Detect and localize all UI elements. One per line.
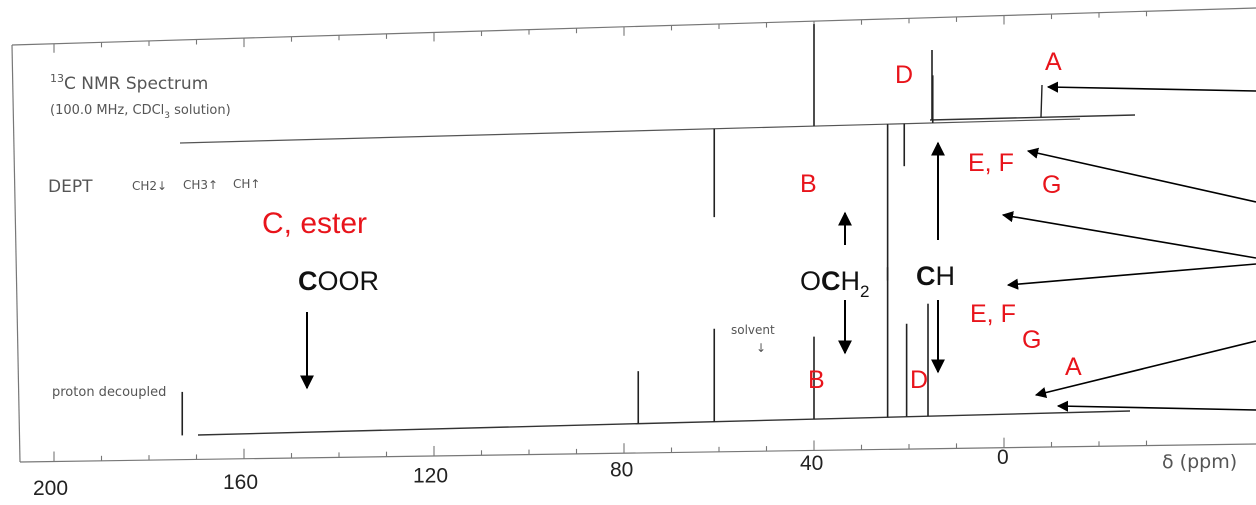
bottom-ruler-ticks <box>53 437 1148 462</box>
x-axis-label: δ (ppm) <box>1162 451 1237 473</box>
peak-label-b-dec: B <box>808 366 825 394</box>
peak-label-g-dec: G <box>1022 326 1041 354</box>
proton-decoupled-label: proton decoupled <box>52 385 166 400</box>
och2-bold: C <box>821 266 841 296</box>
solvent-arrow-icon: ↓ <box>756 341 766 355</box>
pointer-arrow-4 <box>1006 263 1256 290</box>
coor-label: COOR <box>298 266 379 296</box>
pointer-arrow-3 <box>1001 211 1256 259</box>
top-peak-a <box>1040 84 1043 118</box>
top-spectrum-baseline <box>929 114 1136 121</box>
dept-legend-ch2: CH2↓ <box>132 179 167 193</box>
top-ruler-ticks <box>53 11 1148 53</box>
pointer-arrow-5 <box>1034 340 1256 399</box>
ch-label: CH <box>916 261 955 291</box>
coor-label-rest: OOR <box>318 266 380 296</box>
pointer-arrow-2 <box>1026 147 1256 203</box>
peak-label-a-top: A <box>1045 48 1062 76</box>
och2-part: O <box>800 266 821 296</box>
solvent-label: solvent <box>731 323 775 337</box>
och2-label: OCH2 <box>800 266 869 301</box>
pointer-arrow-6 <box>1056 400 1256 412</box>
dept-baseline <box>179 118 1081 144</box>
title-text: C NMR Spectrum <box>64 74 208 94</box>
ch-label-bold: C <box>916 261 936 291</box>
dept-legend-ch3: CH3↑ <box>183 178 218 192</box>
peak-label-d-top: D <box>895 61 913 89</box>
decoupled-peaks <box>181 267 929 436</box>
tick-label-80: 80 <box>610 458 633 481</box>
spectrum-title: 13C NMR Spectrum <box>50 72 208 94</box>
subtitle-part: solution) <box>170 103 231 118</box>
peak-label-ef-dec: E, F <box>970 300 1016 328</box>
spectrum-subtitle: (100.0 MHz, CDCl3 solution) <box>50 103 231 121</box>
pointer-arrow-1 <box>1046 81 1256 93</box>
peak-label-ef-dept: E, F <box>968 149 1014 177</box>
tick-label-160: 160 <box>223 471 258 494</box>
title-superscript: 13 <box>50 72 64 85</box>
peak-label-d-dec: D <box>910 366 928 394</box>
peak-label-a-dec: A <box>1065 353 1082 381</box>
coor-label-bold: C <box>298 266 318 296</box>
och2-subscript: 2 <box>860 282 869 301</box>
peak-label-g-dept: G <box>1042 171 1061 199</box>
subtitle-part: (100.0 MHz, CDCl <box>50 103 164 118</box>
axis-tick-labels: 200 160 120 80 40 0 <box>33 446 1009 500</box>
tick-label-200: 200 <box>33 477 68 500</box>
tick-label-40: 40 <box>800 452 823 475</box>
dept-legend-ch: CH↑ <box>233 177 260 191</box>
ch-label-rest: H <box>936 261 956 291</box>
tick-label-0: 0 <box>997 446 1009 469</box>
och2-part: H <box>841 266 861 296</box>
peak-label-b-dept: B <box>800 170 817 198</box>
tick-label-120: 120 <box>413 465 448 488</box>
subtitle-subscript: 3 <box>164 111 170 121</box>
decoupled-baseline <box>197 410 1131 436</box>
spectrum-frame <box>11 7 1256 463</box>
dept-label: DEPT <box>48 177 93 197</box>
dept-peaks <box>713 24 934 281</box>
ester-heading: C, ester <box>262 207 367 240</box>
